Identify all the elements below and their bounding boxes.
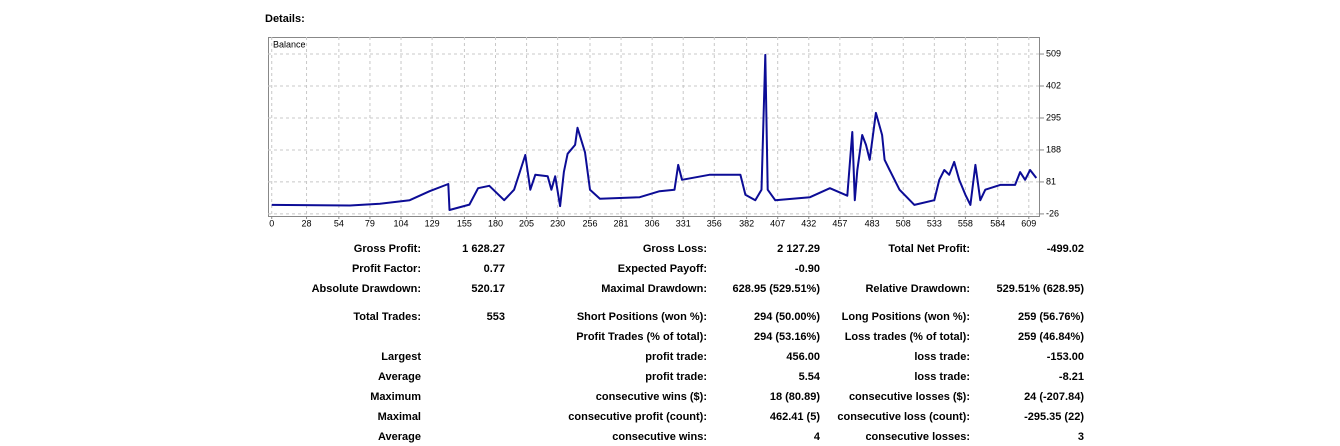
x-tick-label: 281 — [614, 218, 629, 228]
stat-value: 294 (50.00%) — [754, 311, 820, 323]
x-tick-label: 584 — [990, 218, 1005, 228]
stat-value: 1 628.27 — [462, 243, 505, 255]
stat-label: Maximal — [378, 411, 421, 423]
stat-value: -295.35 (22) — [1024, 411, 1084, 423]
stat-value: 628.95 (529.51%) — [733, 283, 821, 295]
x-tick-label: 483 — [865, 218, 880, 228]
stat-label: Gross Profit: — [354, 243, 421, 255]
stat-label: Profit Factor: — [352, 263, 421, 275]
stat-value: 259 (56.76%) — [1018, 311, 1084, 323]
y-tick-label: 81 — [1046, 176, 1056, 186]
stat-value: 456.00 — [786, 351, 820, 363]
stat-label: consecutive wins ($): — [596, 391, 707, 403]
stat-label: Maximal Drawdown: — [601, 283, 707, 295]
x-tick-label: 28 — [302, 218, 312, 228]
stat-label: Short Positions (won %): — [577, 311, 707, 323]
x-tick-label: 508 — [896, 218, 911, 228]
x-tick-label: 432 — [801, 218, 816, 228]
stat-label: consecutive loss (count): — [837, 411, 970, 423]
x-tick-label: 609 — [1021, 218, 1036, 228]
stat-value: 520.17 — [471, 283, 505, 295]
stat-label: consecutive losses: — [865, 431, 970, 443]
stat-label: profit trade: — [645, 351, 707, 363]
stat-value: 3 — [1078, 431, 1084, 443]
stat-value: 529.51% (628.95) — [997, 283, 1085, 295]
stat-label: Loss trades (% of total): — [845, 331, 970, 343]
x-tick-label: 356 — [707, 218, 722, 228]
stat-label: profit trade: — [645, 371, 707, 383]
stat-label: consecutive wins: — [612, 431, 707, 443]
x-tick-label: 54 — [334, 218, 344, 228]
stat-label: Absolute Drawdown: — [312, 283, 421, 295]
stat-value: 2 127.29 — [777, 243, 820, 255]
x-tick-label: 155 — [457, 218, 472, 228]
y-tick-label: 188 — [1046, 144, 1061, 154]
stat-value: -499.02 — [1047, 243, 1084, 255]
x-tick-label: 180 — [488, 218, 503, 228]
stat-value: 5.54 — [799, 371, 821, 383]
x-tick-label: 558 — [958, 218, 973, 228]
x-tick-label: 382 — [739, 218, 754, 228]
y-tick-label: 295 — [1046, 112, 1061, 122]
stat-value: 0.77 — [484, 263, 505, 275]
stat-label: consecutive profit (count): — [568, 411, 707, 423]
stat-label: Long Positions (won %): — [842, 311, 970, 323]
stat-label: Relative Drawdown: — [865, 283, 970, 295]
stat-value: 462.41 (5) — [770, 411, 820, 423]
y-tick-label: 509 — [1046, 48, 1061, 58]
stat-label: loss trade: — [914, 371, 970, 383]
stat-value: 259 (46.84%) — [1018, 331, 1084, 343]
stat-value: -153.00 — [1047, 351, 1084, 363]
stat-label: loss trade: — [914, 351, 970, 363]
x-tick-label: 407 — [770, 218, 785, 228]
x-tick-label: 457 — [832, 218, 847, 228]
x-tick-label: 104 — [394, 218, 409, 228]
chart-frame — [268, 37, 1040, 217]
stat-value: 4 — [814, 431, 821, 443]
stat-label: Total Net Profit: — [888, 243, 970, 255]
x-tick-label: 256 — [582, 218, 597, 228]
stat-value: 24 (-207.84) — [1024, 391, 1084, 403]
stat-value: 294 (53.16%) — [754, 331, 820, 343]
stat-label: Largest — [381, 351, 421, 363]
x-tick-label: 129 — [425, 218, 440, 228]
stat-label: Average — [378, 371, 421, 383]
stat-label: Average — [378, 431, 421, 443]
stat-label: consecutive losses ($): — [849, 391, 970, 403]
stat-label: Expected Payoff: — [618, 263, 707, 275]
x-tick-label: 230 — [550, 218, 565, 228]
stat-label: Profit Trades (% of total): — [576, 331, 707, 343]
details-title: Details: — [265, 13, 305, 25]
x-tick-label: 331 — [676, 218, 691, 228]
y-tick-label: -26 — [1046, 208, 1059, 218]
x-tick-label: 533 — [927, 218, 942, 228]
x-tick-label: 205 — [519, 218, 534, 228]
x-tick-label: 306 — [645, 218, 660, 228]
stat-value: 18 (80.89) — [770, 391, 820, 403]
x-tick-label: 79 — [365, 218, 375, 228]
stat-value: -8.21 — [1059, 371, 1084, 383]
stat-value: 553 — [487, 311, 505, 323]
stat-label: Maximum — [370, 391, 421, 403]
y-tick-label: 402 — [1046, 80, 1061, 90]
stat-label: Total Trades: — [353, 311, 421, 323]
stat-label: Gross Loss: — [643, 243, 707, 255]
x-tick-label: 0 — [269, 218, 274, 228]
stat-value: -0.90 — [795, 263, 820, 275]
series-label: Balance — [273, 39, 306, 49]
balance-line — [271, 53, 1038, 211]
